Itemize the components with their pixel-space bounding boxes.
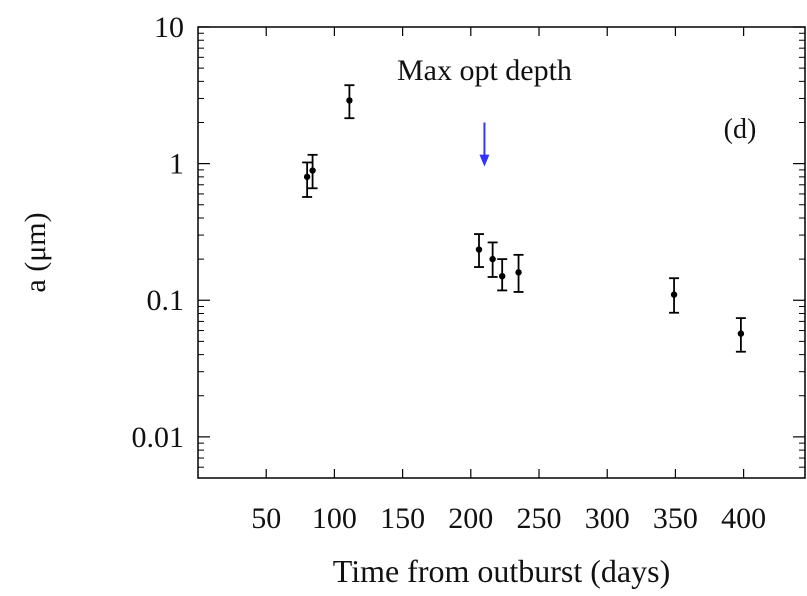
data-point <box>302 161 313 198</box>
x-tick-label: 350 <box>653 502 698 535</box>
x-tick-label: 300 <box>585 502 630 535</box>
plot-area <box>197 26 806 479</box>
data-series <box>302 84 746 353</box>
data-point <box>735 317 746 353</box>
data-point <box>669 277 680 314</box>
y-axis: 0.01 0.1 1 10 <box>132 11 805 479</box>
point-marker <box>670 291 678 298</box>
annotation-arrow-head <box>479 154 490 167</box>
data-point <box>513 253 524 293</box>
y-tick-label: 0.1 <box>147 284 185 317</box>
data-point <box>487 241 498 278</box>
x-tick-label: 200 <box>448 502 493 535</box>
point-marker <box>475 246 483 253</box>
y-tick-label: 10 <box>154 11 184 44</box>
data-point <box>497 258 508 292</box>
point-marker <box>303 173 311 181</box>
x-tick-label: 100 <box>312 502 357 535</box>
x-tick-label: 150 <box>380 502 425 535</box>
x-tick-label: 50 <box>251 502 281 535</box>
annotations: Max opt depth <box>397 54 572 167</box>
point-marker <box>515 269 522 276</box>
y-axis-title: a (μm) <box>19 212 52 292</box>
point-marker <box>309 167 316 174</box>
plot-frame <box>197 26 806 479</box>
x-axis-title: Time from outburst (days) <box>333 553 670 589</box>
y-tick-label: 1 <box>169 148 184 181</box>
panel-label: (d) <box>724 114 757 145</box>
data-point <box>473 233 484 268</box>
point-marker <box>346 97 353 104</box>
point-marker <box>737 330 745 337</box>
x-axis: 50 100 150 200 250 300 350 400 <box>251 27 766 535</box>
y-tick-label: 0.01 <box>132 421 185 454</box>
point-marker <box>489 255 496 263</box>
annotation-label: Max opt depth <box>397 54 572 87</box>
x-tick-label: 250 <box>517 502 562 535</box>
point-marker <box>498 272 506 280</box>
data-point <box>307 153 318 190</box>
x-tick-label: 400 <box>721 502 766 535</box>
data-point <box>344 84 355 120</box>
